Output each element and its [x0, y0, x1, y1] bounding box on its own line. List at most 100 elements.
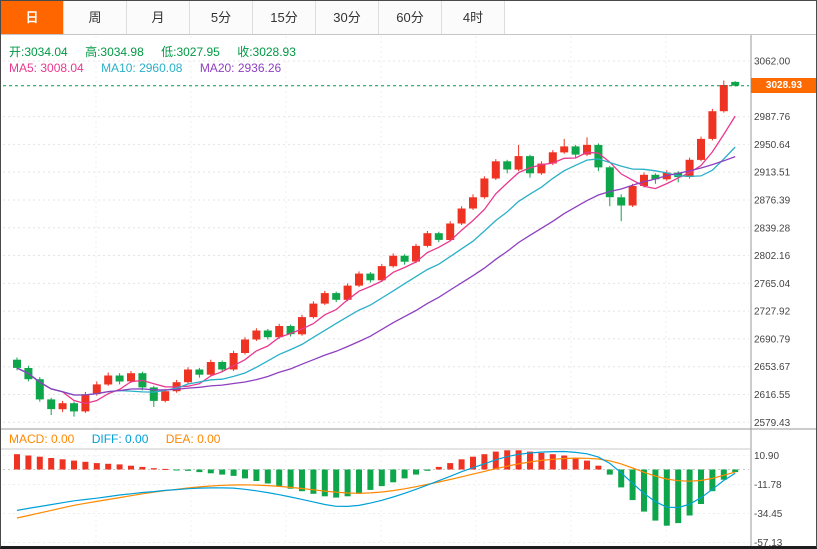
macd-bar — [709, 469, 716, 492]
tab-15min[interactable]: 15分 — [253, 1, 316, 34]
macd-bar — [527, 451, 533, 470]
macd-bar — [675, 469, 682, 524]
macd-bar — [367, 469, 374, 490]
macd-bar — [116, 464, 123, 470]
macd-axis-label: 10.90 — [754, 451, 779, 462]
macd-bar — [629, 469, 636, 501]
candle-body — [149, 387, 158, 401]
macd-axis-label: -34.45 — [754, 509, 783, 520]
macd-bar — [82, 461, 89, 470]
macd-bar — [435, 466, 442, 470]
tab-30min[interactable]: 30分 — [316, 1, 379, 34]
candle-body — [617, 197, 626, 206]
candle-body — [480, 178, 489, 198]
macd-bar — [390, 469, 397, 483]
macd-bar — [652, 469, 659, 521]
candle-body — [537, 163, 546, 174]
macd-bar — [401, 469, 408, 479]
candle-body — [298, 317, 306, 335]
macd-bar — [150, 468, 157, 470]
tab-5min[interactable]: 5分 — [190, 1, 253, 34]
macd-bar — [504, 450, 511, 470]
price-axis-label: 2987.76 — [754, 112, 791, 123]
candle-body — [389, 255, 398, 267]
macd-bar — [36, 456, 43, 470]
candle-body — [719, 85, 728, 112]
candle-body — [47, 399, 56, 410]
macd-bar — [93, 463, 100, 470]
candle-body — [571, 146, 580, 155]
candle-body — [252, 330, 261, 340]
candle-body — [605, 167, 614, 198]
candle-body — [355, 273, 363, 286]
candle-body — [320, 293, 329, 304]
macd-bar — [344, 469, 351, 497]
price-axis-label: 2876.39 — [754, 195, 791, 206]
macd-bar — [139, 466, 146, 470]
price-axis-label: 2616.55 — [754, 390, 791, 401]
macd-bar — [185, 469, 191, 471]
tab-month[interactable]: 月 — [127, 1, 190, 34]
candle-body — [81, 394, 90, 412]
macd-bar — [219, 469, 226, 475]
candle-body — [127, 373, 135, 382]
candle-body — [184, 369, 192, 383]
candle-body — [332, 293, 341, 300]
macd-bar — [606, 469, 613, 475]
ma5-line — [16, 115, 736, 405]
candle-body — [651, 174, 660, 180]
macd-bar — [492, 451, 499, 470]
macd-bar — [310, 469, 317, 494]
macd-bar — [173, 469, 180, 471]
candle-body — [58, 403, 67, 410]
candle-body — [92, 384, 101, 395]
macd-bar — [25, 455, 32, 470]
ma10-line — [16, 146, 736, 396]
candle-body — [640, 174, 648, 186]
price-axis-label: 2579.43 — [754, 418, 791, 429]
candle-body — [195, 369, 204, 375]
macd-bar — [641, 469, 647, 512]
timeframe-tabbar: 日 周 月 5分 15分 30分 60分 4时 — [1, 1, 816, 35]
macd-bar — [618, 469, 625, 488]
macd-axis-label: -57.13 — [754, 538, 783, 549]
candle-body — [423, 233, 432, 246]
candle-body — [400, 255, 409, 262]
candle-body — [503, 161, 512, 170]
diff-line — [16, 450, 736, 511]
tab-60min[interactable]: 60分 — [379, 1, 442, 34]
macd-bar — [686, 469, 693, 516]
macd-bar — [447, 463, 454, 470]
candle-body — [548, 152, 557, 164]
candle-body — [434, 233, 443, 240]
macd-bar — [470, 456, 476, 470]
tab-week[interactable]: 周 — [64, 1, 127, 34]
candle-body — [309, 303, 318, 318]
macd-bar — [71, 460, 77, 470]
candle-body — [13, 359, 21, 368]
macd-bar — [584, 460, 590, 470]
macd-bar — [299, 469, 305, 492]
price-axis-label: 2913.51 — [754, 168, 791, 179]
macd-bar — [48, 458, 55, 470]
candle-body — [206, 362, 215, 375]
candle-body — [412, 245, 420, 262]
macd-bar — [253, 469, 260, 481]
macd-bar — [413, 469, 419, 475]
macd-bar — [356, 469, 362, 494]
candle-body — [377, 266, 386, 281]
macd-bar — [14, 454, 20, 470]
price-axis-label: 2802.16 — [754, 251, 791, 262]
macd-bar — [663, 469, 670, 526]
macd-bar — [424, 469, 431, 471]
macd-bar — [230, 469, 237, 476]
macd-bar — [207, 469, 214, 474]
macd-bar — [196, 469, 203, 473]
macd-bar — [538, 452, 545, 470]
candle-body — [583, 144, 591, 155]
candle-body — [514, 156, 523, 170]
tab-day[interactable]: 日 — [1, 1, 64, 34]
tab-4hour[interactable]: 4时 — [442, 1, 505, 34]
candle-body — [560, 146, 569, 153]
